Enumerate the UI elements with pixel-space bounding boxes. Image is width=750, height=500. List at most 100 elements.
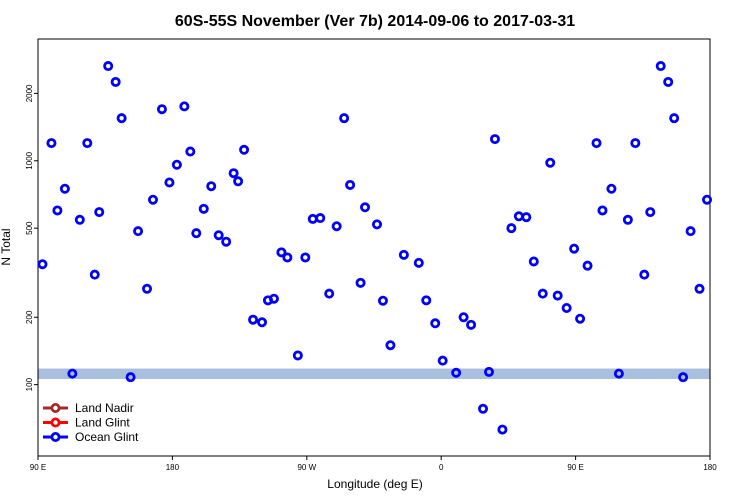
- x-tick-label: 90 E: [30, 463, 46, 472]
- data-point: [133, 226, 144, 237]
- data-point: [537, 288, 548, 299]
- data-point: [552, 290, 563, 301]
- data-point: [678, 372, 689, 383]
- data-point: [228, 168, 239, 179]
- data-point: [622, 214, 633, 225]
- data-point: [497, 424, 508, 435]
- data-point: [639, 269, 650, 280]
- data-point: [103, 61, 114, 72]
- data-point: [110, 76, 121, 87]
- legend-marker: [50, 402, 61, 413]
- data-point: [430, 318, 441, 329]
- data-point: [116, 113, 127, 124]
- data-point: [339, 113, 350, 124]
- data-point: [398, 249, 409, 260]
- data-point: [421, 295, 432, 306]
- data-point: [663, 76, 674, 87]
- data-point: [597, 205, 608, 216]
- data-point: [331, 221, 342, 232]
- data-point: [239, 144, 250, 155]
- y-tick-label: 1000: [25, 151, 34, 169]
- data-point: [59, 183, 70, 194]
- data-point: [315, 213, 326, 224]
- x-axis-label: Longitude (deg E): [327, 477, 422, 491]
- data-point: [483, 366, 494, 377]
- data-point: [307, 213, 318, 224]
- data-point: [582, 260, 593, 271]
- y-axis: 100 200 500 1000 2000: [25, 84, 38, 391]
- plot-frame: [37, 38, 711, 457]
- data-point: [82, 138, 93, 149]
- x-tick-label: 90 E: [567, 463, 583, 472]
- data-point: [360, 202, 371, 213]
- data-point: [630, 138, 641, 149]
- data-point: [164, 177, 175, 188]
- data-point: [142, 283, 153, 294]
- chart-title: 60S-55S November (Ver 7b) 2014-09-06 to …: [175, 13, 575, 30]
- data-point: [171, 159, 182, 170]
- data-point: [147, 194, 158, 205]
- data-point: [67, 368, 78, 379]
- reference-band-fill: [38, 368, 710, 379]
- data-point: [606, 183, 617, 194]
- data-point: [248, 314, 259, 325]
- data-point: [94, 207, 105, 218]
- data-point: [669, 113, 680, 124]
- data-point: [74, 214, 85, 225]
- legend-marker: [50, 417, 61, 428]
- x-axis: 90 E 180 90 W 0 90 E 180: [30, 456, 717, 472]
- data-point: [489, 134, 500, 145]
- data-point: [256, 317, 267, 328]
- data-point: [575, 313, 586, 324]
- y-axis-label: N Total: [0, 228, 13, 265]
- data-point: [355, 277, 366, 288]
- data-point: [478, 403, 489, 414]
- data-point: [52, 205, 63, 216]
- data-point: [282, 252, 293, 263]
- y-tick-label: 500: [25, 221, 34, 235]
- y-tick-label: 100: [25, 377, 34, 391]
- data-point: [89, 269, 100, 280]
- data-point: [300, 252, 311, 263]
- data-point: [694, 283, 705, 294]
- data-point: [645, 207, 656, 218]
- data-point: [561, 302, 572, 313]
- data-point: [46, 138, 57, 149]
- data-point: [569, 243, 580, 254]
- data-point: [437, 355, 448, 366]
- data-point: [685, 226, 696, 237]
- x-tick-label: 180: [166, 463, 180, 472]
- data-point: [156, 104, 167, 115]
- legend-marker: [50, 431, 61, 442]
- data-point: [528, 256, 539, 267]
- data-point: [292, 350, 303, 361]
- data-point: [345, 179, 356, 190]
- x-tick-label: 0: [439, 463, 444, 472]
- data-point: [125, 372, 136, 383]
- data-point: [513, 211, 524, 222]
- y-tick-label: 2000: [25, 84, 34, 102]
- x-tick-label: 90 W: [297, 463, 316, 472]
- data-point: [191, 228, 202, 239]
- data-point: [377, 295, 388, 306]
- data-point: [213, 230, 224, 241]
- legend-label: Land Glint: [75, 416, 130, 430]
- data-point: [545, 157, 556, 168]
- data-points: [37, 61, 713, 435]
- data-point: [385, 340, 396, 351]
- data-point: [458, 312, 469, 323]
- data-point: [413, 257, 424, 268]
- data-point: [221, 236, 232, 247]
- data-point: [268, 293, 279, 304]
- y-tick-label: 200: [25, 310, 34, 324]
- x-tick-label: 180: [703, 463, 717, 472]
- data-point: [324, 288, 335, 299]
- legend-label: Land Nadir: [75, 401, 134, 415]
- data-point: [206, 181, 217, 192]
- data-point: [591, 138, 602, 149]
- data-point: [179, 101, 190, 112]
- reference-band: [38, 368, 710, 379]
- data-point: [371, 219, 382, 230]
- data-point: [521, 212, 532, 223]
